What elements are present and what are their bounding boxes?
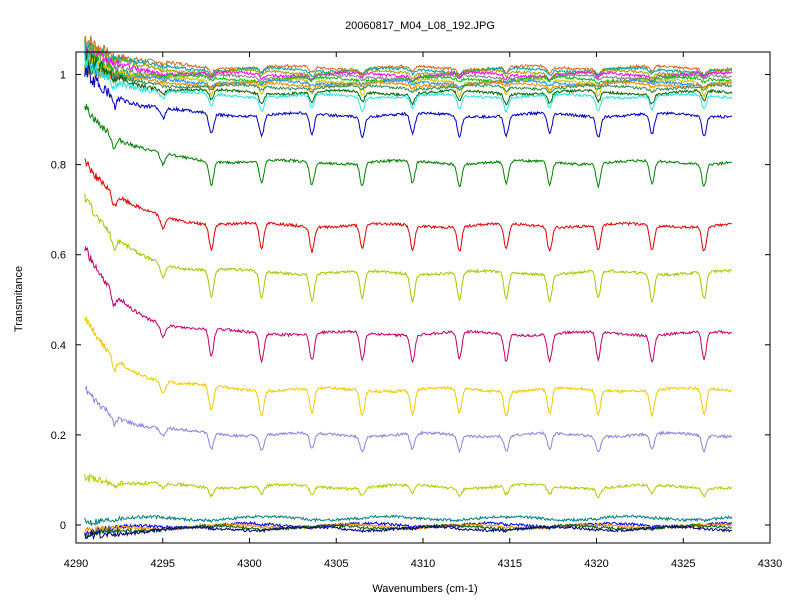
series-line — [84, 42, 732, 84]
series-layer — [84, 35, 733, 541]
x-tick-label: 4320 — [584, 558, 608, 570]
x-tick-label: 4290 — [64, 558, 88, 570]
series-line — [84, 520, 733, 539]
y-tick-label: 0 — [60, 520, 66, 532]
series-line — [84, 40, 733, 78]
x-tick-label: 4310 — [411, 558, 435, 570]
x-tick-label: 4330 — [758, 558, 782, 570]
x-tick-label: 4325 — [671, 558, 695, 570]
chart-title: 20060817_M04_L08_192.JPG — [345, 20, 495, 32]
series-line — [84, 158, 732, 254]
series-line — [84, 245, 733, 364]
y-tick-label: 0.2 — [51, 430, 66, 442]
y-axis: 0 0.2 0.4 0.6 0.8 1 — [51, 70, 770, 532]
series-line — [84, 514, 733, 527]
series-line — [84, 62, 733, 91]
series-line — [84, 64, 733, 139]
x-tick-label: 4305 — [324, 558, 348, 570]
plot-frame — [75, 51, 771, 544]
series-line — [84, 472, 733, 499]
y-tick-label: 0.8 — [51, 160, 66, 172]
x-axis: 4290 4295 4300 4305 4310 4315 4320 4325 4330 — [64, 52, 782, 570]
series-line — [84, 37, 733, 82]
y-tick-label: 1 — [60, 70, 66, 82]
x-tick-label: 4315 — [498, 558, 522, 570]
series-line — [84, 62, 733, 89]
series-line — [84, 49, 732, 87]
series-line — [84, 316, 733, 418]
x-axis-label: Wavenumbers (cm-1) — [372, 583, 477, 595]
y-axis-label: Transmitance — [13, 266, 25, 332]
series-line — [84, 193, 732, 304]
series-line — [84, 104, 733, 189]
y-tick-label: 0.6 — [51, 250, 66, 262]
x-tick-label: 4300 — [237, 558, 261, 570]
x-tick-label: 4295 — [151, 558, 175, 570]
y-tick-label: 0.4 — [51, 340, 66, 352]
series-line — [84, 49, 733, 114]
series-line — [84, 384, 733, 454]
series-line — [84, 60, 733, 94]
series-line — [84, 524, 732, 541]
